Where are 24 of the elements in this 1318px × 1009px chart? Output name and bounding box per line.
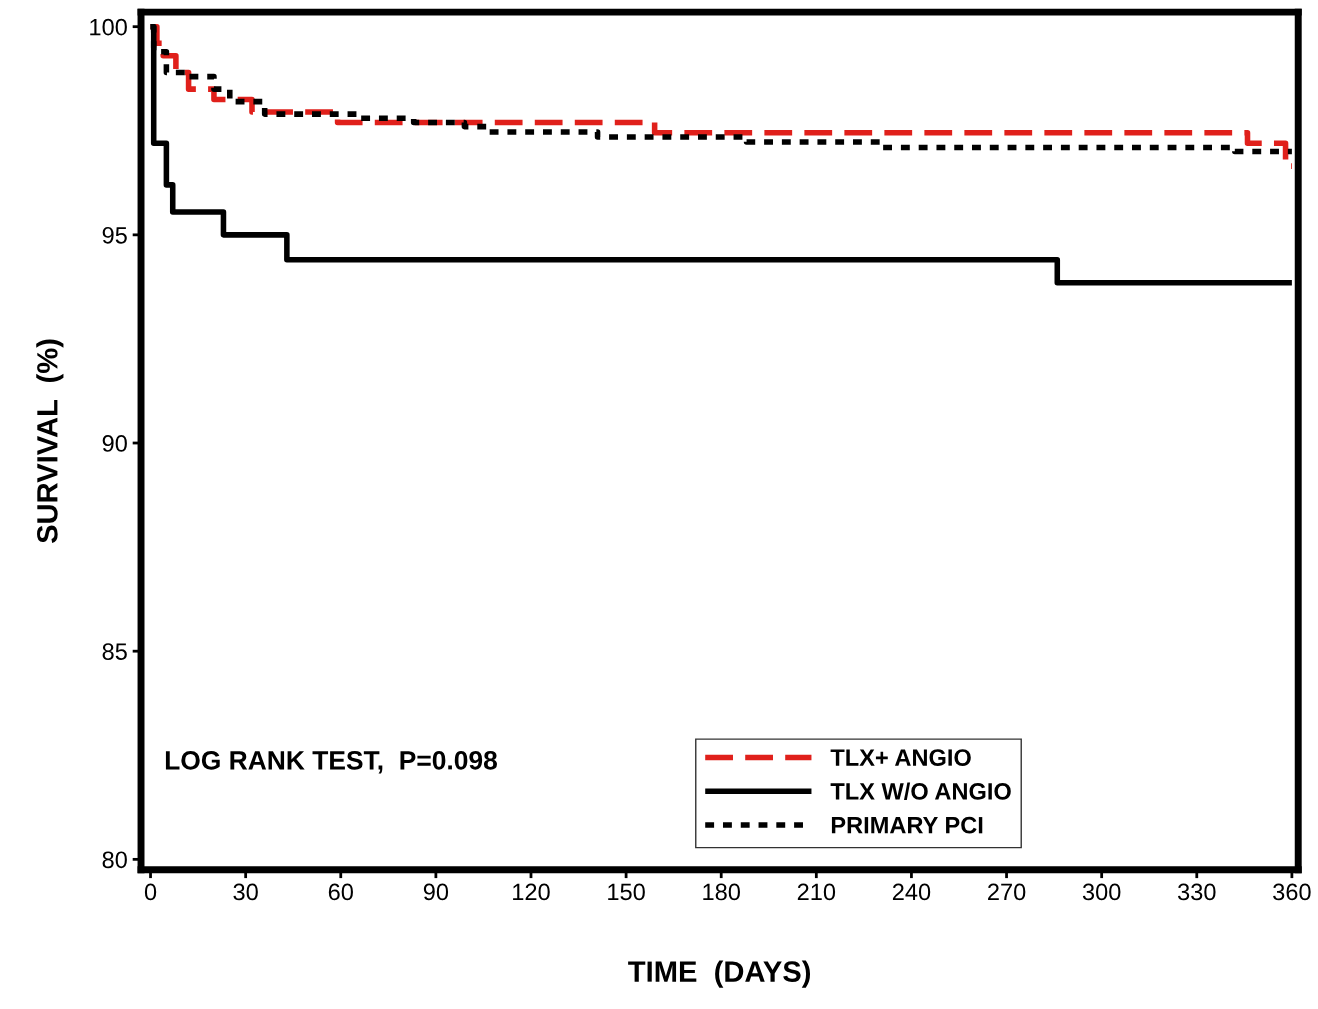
x-tick-label: 150 <box>608 883 645 901</box>
x-tick-label: 300 <box>1082 883 1121 901</box>
x-tick-label: 60 <box>328 883 353 901</box>
legend-label: TLX+ ANGIO <box>830 749 971 766</box>
x-tick-label: 0 <box>144 883 157 901</box>
legend-label: TLX W/O ANGIO <box>830 782 1011 800</box>
x-tick-label: 120 <box>513 883 550 901</box>
y-tick-label: 85 <box>102 643 127 660</box>
annotation: LOG RANK TEST, P=0.098 <box>165 750 497 774</box>
x-tick-label: 180 <box>703 883 740 901</box>
x-axis-title: TIME (DAYS) <box>628 960 811 988</box>
x-tick-label: 210 <box>797 883 836 901</box>
y-tick-label: 95 <box>102 226 127 244</box>
x-tick-label: 240 <box>892 883 931 901</box>
x-tick-label: 360 <box>1273 883 1311 901</box>
y-tick-label: 100 <box>90 18 127 36</box>
x-tick-label: 270 <box>988 883 1026 901</box>
y-tick-label: 90 <box>102 435 127 452</box>
x-tick-label: 30 <box>233 883 258 901</box>
x-tick-label: 330 <box>1177 883 1216 901</box>
y-tick-label: 80 <box>102 851 127 869</box>
y-axis-title: SURVIVAL (%) <box>36 339 64 544</box>
legend-label: PRIMARY PCI <box>831 816 983 834</box>
x-tick-label: 90 <box>423 883 449 901</box>
